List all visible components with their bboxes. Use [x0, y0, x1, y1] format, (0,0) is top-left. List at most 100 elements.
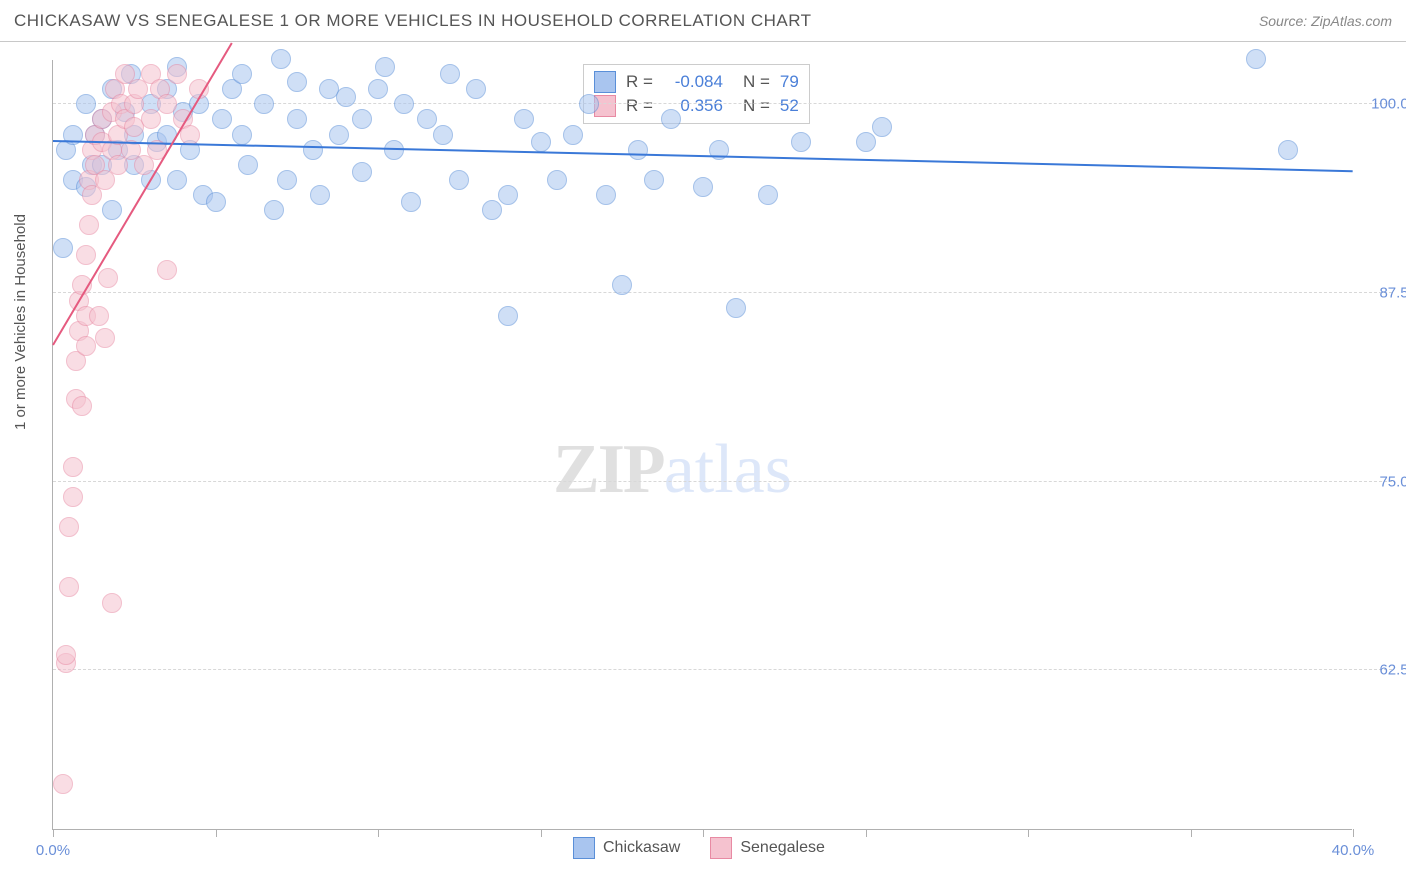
x-tick [378, 829, 379, 837]
data-point [394, 94, 414, 114]
scatter-plot: ZIPatlas R = -0.084 N = 79 R = 0.356 N =… [52, 60, 1352, 830]
data-point [1278, 140, 1298, 160]
data-point [433, 125, 453, 145]
correlation-legend: R = -0.084 N = 79 R = 0.356 N = 52 [583, 64, 810, 124]
data-point [277, 170, 297, 190]
data-point [238, 155, 258, 175]
y-tick-label: 75.0% [1379, 473, 1406, 490]
data-point [157, 94, 177, 114]
data-point [791, 132, 811, 152]
x-tick [1028, 829, 1029, 837]
data-point [157, 260, 177, 280]
x-tick [703, 829, 704, 837]
data-point [206, 192, 226, 212]
data-point [167, 170, 187, 190]
n-value: 79 [780, 72, 799, 92]
r-value: -0.084 [663, 72, 723, 92]
x-tick [216, 829, 217, 837]
r-label: R = [626, 96, 653, 116]
data-point [498, 185, 518, 205]
data-point [693, 177, 713, 197]
data-point [514, 109, 534, 129]
data-point [76, 245, 96, 265]
data-point [53, 774, 73, 794]
legend-label: Chickasaw [603, 839, 680, 857]
legend-row-senegalese: R = 0.356 N = 52 [594, 95, 799, 117]
data-point [212, 109, 232, 129]
data-point [76, 336, 96, 356]
r-label: R = [626, 72, 653, 92]
data-point [271, 49, 291, 69]
data-point [287, 109, 307, 129]
data-point [1246, 49, 1266, 69]
data-point [498, 306, 518, 326]
data-point [72, 396, 92, 416]
data-point [375, 57, 395, 77]
y-tick-label: 100.0% [1371, 96, 1406, 113]
data-point [98, 268, 118, 288]
x-tick [541, 829, 542, 837]
data-point [368, 79, 388, 99]
data-point [352, 162, 372, 182]
n-value: 52 [780, 96, 799, 116]
data-point [856, 132, 876, 152]
y-tick-label: 62.5% [1379, 662, 1406, 679]
data-point [758, 185, 778, 205]
data-point [661, 109, 681, 129]
x-tick [1191, 829, 1192, 837]
swatch-chickasaw [573, 837, 595, 859]
data-point [310, 185, 330, 205]
chart-title: CHICKASAW VS SENEGALESE 1 OR MORE VEHICL… [14, 11, 812, 31]
legend-label: Senegalese [740, 839, 825, 857]
data-point [254, 94, 274, 114]
data-point [329, 125, 349, 145]
data-point [401, 192, 421, 212]
legend-item-senegalese: Senegalese [710, 837, 825, 859]
watermark-atlas: atlas [664, 431, 792, 508]
watermark-zip: ZIP [553, 431, 664, 508]
data-point [726, 298, 746, 318]
y-axis-label: 1 or more Vehicles in Household [12, 214, 29, 430]
legend-row-chickasaw: R = -0.084 N = 79 [594, 71, 799, 93]
data-point [264, 200, 284, 220]
data-point [59, 577, 79, 597]
data-point [56, 645, 76, 665]
data-point [872, 117, 892, 137]
data-point [449, 170, 469, 190]
data-point [303, 140, 323, 160]
x-tick [53, 829, 54, 837]
data-point [102, 200, 122, 220]
swatch-chickasaw [594, 71, 616, 93]
data-point [167, 64, 187, 84]
data-point [63, 457, 83, 477]
data-point [336, 87, 356, 107]
x-tick [866, 829, 867, 837]
watermark: ZIPatlas [553, 430, 792, 510]
series-legend: Chickasaw Senegalese [573, 837, 825, 859]
data-point [644, 170, 664, 190]
data-point [482, 200, 502, 220]
gridline [53, 669, 1392, 670]
data-point [440, 64, 460, 84]
swatch-senegalese [710, 837, 732, 859]
data-point [95, 328, 115, 348]
data-point [352, 109, 372, 129]
n-label: N = [743, 96, 770, 116]
data-point [59, 517, 79, 537]
data-point [417, 109, 437, 129]
x-tick [1353, 829, 1354, 837]
data-point [287, 72, 307, 92]
gridline [53, 481, 1392, 482]
data-point [63, 487, 83, 507]
data-point [579, 94, 599, 114]
data-point [53, 238, 73, 258]
data-point [531, 132, 551, 152]
data-point [232, 64, 252, 84]
n-label: N = [743, 72, 770, 92]
gridline [53, 292, 1392, 293]
source-label: Source: ZipAtlas.com [1259, 13, 1392, 29]
data-point [102, 593, 122, 613]
data-point [79, 215, 99, 235]
data-point [563, 125, 583, 145]
data-point [547, 170, 567, 190]
